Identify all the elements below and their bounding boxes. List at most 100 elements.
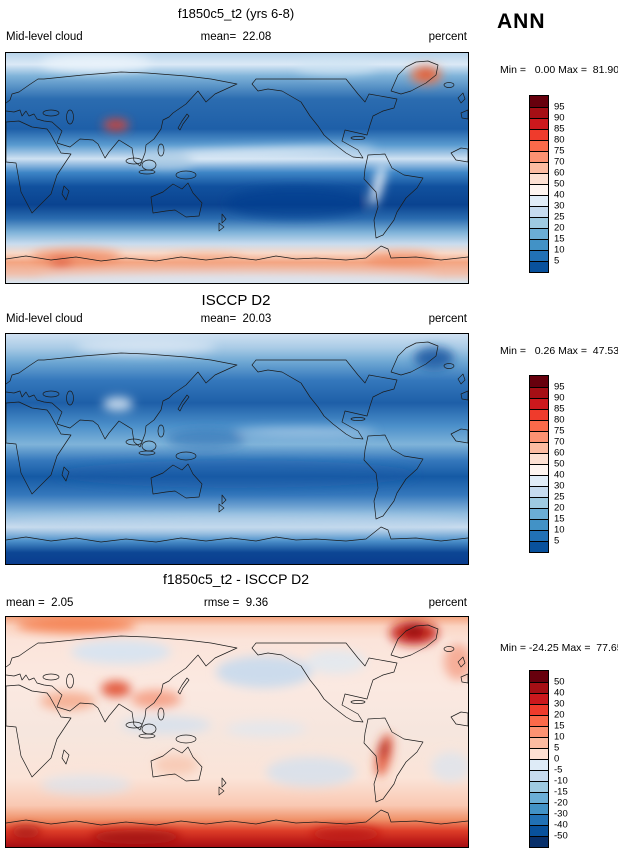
panel3-mean-label: mean = 2.05 xyxy=(6,597,74,609)
panel3-rmse-label: rmse = 9.36 xyxy=(203,597,269,609)
colorbar-tick-label: 25 xyxy=(554,491,565,503)
colorbar-segment xyxy=(530,726,548,737)
colorbar-tick-label: 5 xyxy=(554,535,560,547)
colorbar-segment xyxy=(530,129,548,140)
colorbar-segment xyxy=(530,387,548,398)
colorbar-segment xyxy=(530,206,548,217)
colorbar-tick-label: 95 xyxy=(554,101,565,113)
colorbar-segment xyxy=(530,825,548,836)
colorbar-segment xyxy=(530,464,548,475)
colorbar-segment xyxy=(530,228,548,239)
colorbar-tick-label: 10 xyxy=(554,244,565,256)
colorbar-tick-label: -30 xyxy=(554,808,568,820)
panel2-colorbar: 95 90 85 80 75 70 60 50 40 30 25 20 15 10 5 xyxy=(529,375,593,553)
colorbar-tick-label: 90 xyxy=(554,392,565,404)
panel1-minmax-label: Min = 0.00 Max = 81.90 xyxy=(500,64,618,76)
colorbar-segment xyxy=(530,398,548,409)
colorbar-segment xyxy=(530,140,548,151)
colorbar-segment xyxy=(530,409,548,420)
colorbar-tick-label: 75 xyxy=(554,145,565,157)
colorbar-segment xyxy=(530,715,548,726)
colorbar-segment xyxy=(530,107,548,118)
colorbar-tick-label: 5 xyxy=(554,742,560,754)
panel2-units-label: percent xyxy=(428,313,467,325)
colorbar-tick-label: 20 xyxy=(554,709,565,721)
colorbar-segment xyxy=(530,195,548,206)
colorbar-segment xyxy=(530,376,548,387)
colorbar-segment xyxy=(530,704,548,715)
colorbar-segment xyxy=(530,96,548,107)
colorbar-segment xyxy=(530,803,548,814)
colorbar-tick-label: 50 xyxy=(554,458,565,470)
colorbar-tick-label: 80 xyxy=(554,414,565,426)
colorbar-tick-label: 0 xyxy=(554,753,560,765)
panel3-colorbar: 50 40 30 20 15 10 5 0 -5 -10 -15 -20 -30 -40 -50 xyxy=(529,670,593,848)
colorbar-segment xyxy=(530,475,548,486)
colorbar-tick-label: -20 xyxy=(554,797,568,809)
season-label: ANN xyxy=(497,10,546,33)
colorbar-tick-label: 10 xyxy=(554,731,565,743)
colorbar-tick-label: 10 xyxy=(554,524,565,536)
colorbar-segment xyxy=(530,530,548,541)
colorbar-segment xyxy=(530,162,548,173)
colorbar-segment xyxy=(530,541,548,552)
colorbar-tick-label: 70 xyxy=(554,436,565,448)
colorbar-tick-label: 25 xyxy=(554,211,565,223)
colorbar-tick-label: 15 xyxy=(554,513,565,525)
colorbar-tick-label: -10 xyxy=(554,775,568,787)
colorbar-tick-label: 95 xyxy=(554,381,565,393)
colorbar-segment xyxy=(530,792,548,803)
colorbar-segment xyxy=(530,759,548,770)
colorbar-segment xyxy=(530,748,548,759)
colorbar-segment xyxy=(530,693,548,704)
panel1-title: f1850c5_t2 (yrs 6-8) xyxy=(177,6,295,21)
colorbar-segment xyxy=(530,770,548,781)
colorbar-segment xyxy=(530,497,548,508)
colorbar-segment xyxy=(530,261,548,272)
colorbar-segment xyxy=(530,781,548,792)
colorbar-segment xyxy=(530,239,548,250)
panel2-minmax-label: Min = 0.26 Max = 47.53 xyxy=(500,345,618,357)
colorbar-tick-label: -40 xyxy=(554,819,568,831)
colorbar-tick-label: 40 xyxy=(554,469,565,481)
colorbar-bar xyxy=(529,670,549,848)
colorbar-segment xyxy=(530,442,548,453)
colorbar-tick-label: 40 xyxy=(554,189,565,201)
colorbar-tick-label: 50 xyxy=(554,676,565,688)
colorbar-segment xyxy=(530,671,548,682)
colorbar-tick-label: -5 xyxy=(554,764,563,776)
panel1-variable-label: Mid-level cloud xyxy=(6,31,83,43)
colorbar-tick-label: 15 xyxy=(554,233,565,245)
colorbar-tick-label: 30 xyxy=(554,200,565,212)
colorbar-segment xyxy=(530,486,548,497)
panel3-minmax-label: Min = -24.25 Max = 77.65 xyxy=(500,642,618,654)
panel3-title: f1850c5_t2 - ISCCP D2 xyxy=(162,571,310,587)
colorbar-segment xyxy=(530,250,548,261)
panel1-colorbar: 95 90 85 80 75 70 60 50 40 30 25 20 15 10 5 xyxy=(529,95,593,273)
panel2-title: ISCCP D2 xyxy=(201,292,271,309)
colorbar-segment xyxy=(530,814,548,825)
colorbar-tick-label: 15 xyxy=(554,720,565,732)
colorbar-segment xyxy=(530,173,548,184)
colorbar-tick-label: -15 xyxy=(554,786,568,798)
colorbar-segment xyxy=(530,836,548,847)
colorbar-segment xyxy=(530,519,548,530)
colorbar-tick-label: 5 xyxy=(554,255,560,267)
colorbar-segment xyxy=(530,118,548,129)
colorbar-segment xyxy=(530,737,548,748)
panel3-units-label: percent xyxy=(428,597,467,609)
colorbar-segment xyxy=(530,682,548,693)
map-model xyxy=(5,52,469,284)
panel2-mean-label: mean= 20.03 xyxy=(200,313,272,325)
colorbar-tick-label: 85 xyxy=(554,403,565,415)
colorbar-tick-label: 40 xyxy=(554,687,565,699)
colorbar-tick-label: 50 xyxy=(554,178,565,190)
colorbar-tick-label: 70 xyxy=(554,156,565,168)
colorbar-tick-label: -50 xyxy=(554,830,568,842)
colorbar-tick-label: 30 xyxy=(554,698,565,710)
colorbar-segment xyxy=(530,453,548,464)
colorbar-tick-label: 20 xyxy=(554,502,565,514)
colorbar-tick-label: 60 xyxy=(554,447,565,459)
colorbar-segment xyxy=(530,217,548,228)
colorbar-bar xyxy=(529,95,549,273)
